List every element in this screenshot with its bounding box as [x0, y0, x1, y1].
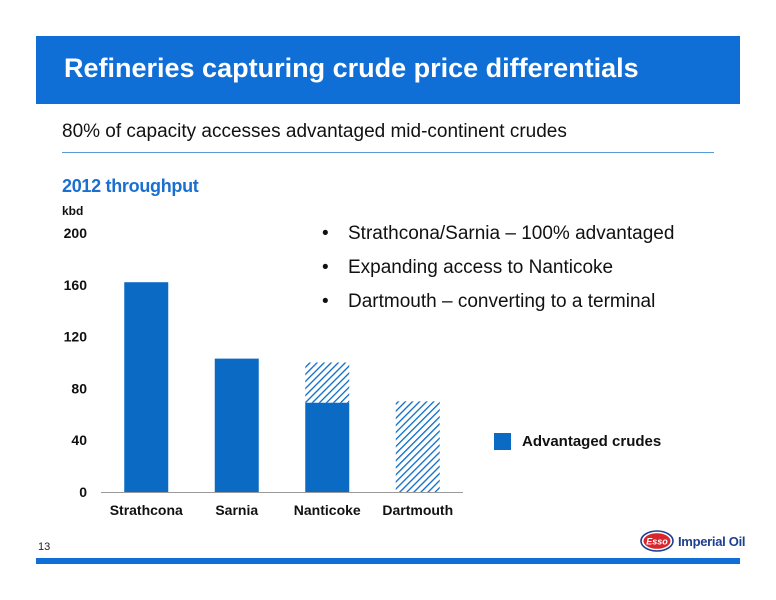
legend-swatch-advantaged — [494, 433, 511, 450]
legend-label-advantaged: Advantaged crudes — [522, 433, 662, 450]
bar-segment-hatched — [395, 401, 440, 492]
y-axis-unit-label: kbd — [62, 204, 84, 218]
bar-segment-advantaged — [305, 402, 350, 492]
bullet-list: Strathcona/Sarnia – 100% advantaged Expa… — [322, 222, 674, 324]
y-tick-label: 0 — [79, 484, 87, 500]
title-bar: Refineries capturing crude price differe… — [36, 36, 740, 104]
x-tick-label: Sarnia — [215, 502, 258, 518]
y-tick-label: 40 — [71, 432, 87, 448]
x-tick-label: Nanticoke — [294, 502, 361, 518]
bar-segment-advantaged — [124, 282, 169, 492]
esso-badge-text: Esso — [646, 537, 668, 547]
slide-subtitle: 80% of capacity accesses advantaged mid-… — [62, 121, 567, 142]
y-tick-label: 120 — [64, 329, 88, 345]
bullet-item: Strathcona/Sarnia – 100% advantaged — [322, 222, 674, 256]
chart-plot-area: 0 40 80 120 160 200 Strathcona Sarnia Nanticoke D… — [64, 225, 463, 518]
logo-wordmark: Imperial Oil — [678, 534, 746, 549]
imperial-oil-logo: Esso Imperial Oil — [640, 530, 746, 557]
y-tick-label: 160 — [64, 277, 88, 293]
chart-section-label: 2012 throughput — [62, 176, 199, 196]
x-tick-label: Strathcona — [110, 502, 183, 518]
page-number: 13 — [38, 541, 51, 553]
bullet-item: Dartmouth – converting to a terminal — [322, 290, 674, 324]
bar-segment-hatched — [305, 362, 350, 403]
esso-logo-icon: Esso — [640, 530, 674, 552]
y-tick-label: 80 — [71, 380, 87, 396]
bar-segment-advantaged — [214, 358, 259, 492]
y-tick-label: 200 — [64, 225, 88, 241]
x-tick-label: Dartmouth — [382, 502, 453, 518]
subtitle-divider — [62, 152, 714, 153]
footer-bar — [36, 558, 740, 564]
bullet-item: Expanding access to Nanticoke — [322, 256, 674, 290]
slide-title: Refineries capturing crude price differe… — [64, 53, 639, 83]
